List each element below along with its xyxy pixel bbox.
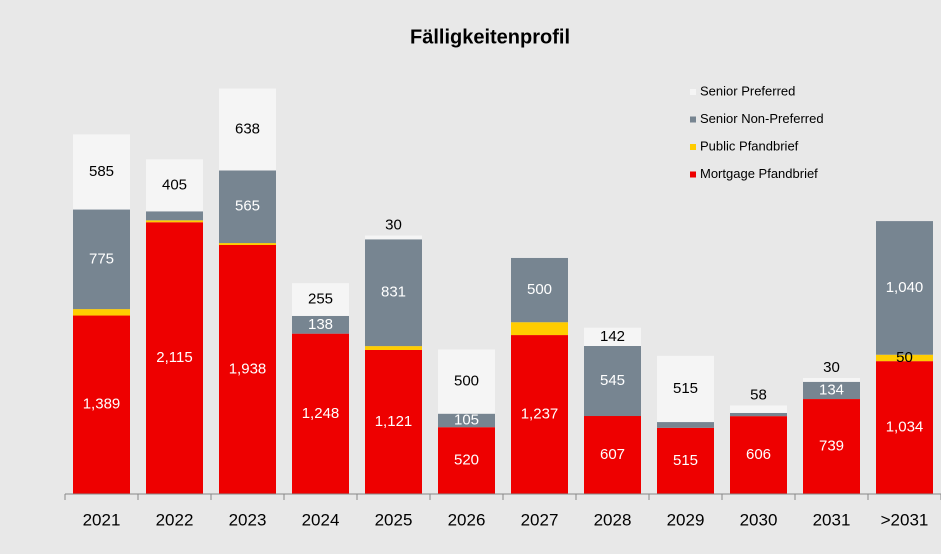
bar-segment [73, 134, 130, 210]
legend-label: Senior Preferred [700, 83, 795, 98]
chart-title: Fälligkeitenprofil [410, 26, 570, 48]
legend-label: Public Pfandbrief [700, 138, 799, 153]
bar-segment [511, 335, 568, 494]
bar-segment [292, 333, 349, 494]
bar-segment [365, 239, 422, 347]
bar-segment [511, 322, 568, 336]
x-tick-label: 2021 [83, 510, 121, 529]
bar-segment [292, 315, 349, 334]
bar-segment [730, 405, 787, 413]
data-label: 134 [819, 381, 844, 398]
x-tick-label: 2026 [448, 510, 486, 529]
bar-segment [730, 412, 787, 417]
data-label: 255 [308, 291, 333, 308]
data-label: 58 [750, 386, 767, 403]
data-label: 585 [89, 163, 114, 180]
x-tick-label: 2023 [229, 510, 267, 529]
x-tick-label: 2027 [521, 510, 559, 529]
bar-segment [146, 222, 203, 494]
data-label: 606 [746, 446, 771, 463]
bar-segment [438, 413, 495, 428]
data-label: 1,121 [375, 413, 413, 430]
x-tick-label: 2031 [813, 510, 851, 529]
legend-label: Mortgage Pfandbrief [700, 166, 818, 181]
x-tick-label: 2030 [740, 510, 778, 529]
bar-segment [876, 361, 933, 494]
bar-segment [803, 399, 860, 494]
bar-segment [219, 244, 276, 494]
data-label: 138 [308, 316, 333, 333]
x-tick-label: 2024 [302, 510, 340, 529]
legend-swatch [690, 89, 696, 95]
bar-segment [219, 170, 276, 244]
x-tick-label: 2028 [594, 510, 632, 529]
bar-segment [657, 422, 714, 428]
data-label: 831 [381, 284, 406, 301]
x-tick-label: 2022 [156, 510, 194, 529]
data-label: 2,115 [156, 349, 192, 366]
x-tick-label: 2025 [375, 510, 413, 529]
data-label: 565 [235, 198, 260, 215]
bar-segment [365, 346, 422, 350]
bar-segment [219, 88, 276, 171]
data-label: 142 [600, 328, 625, 345]
bar-segment [876, 221, 933, 355]
data-label: 775 [89, 250, 114, 267]
bar-segment [657, 355, 714, 423]
data-label: 1,248 [302, 405, 340, 422]
bar-segment [730, 416, 787, 494]
bar-segment [146, 159, 203, 212]
bar-segment [438, 427, 495, 494]
data-label: 50 [896, 349, 913, 366]
data-label: 1,938 [229, 360, 267, 377]
bar-segment [584, 416, 641, 494]
bar-segment [803, 377, 860, 382]
data-label: 30 [823, 359, 840, 376]
data-label: 607 [600, 446, 625, 463]
data-label: 545 [600, 372, 625, 389]
x-tick-label: 2029 [667, 510, 705, 529]
data-label: 739 [819, 437, 844, 454]
bar-segment [73, 209, 130, 310]
data-label: 1,389 [83, 396, 121, 413]
x-tick-label: >2031 [881, 510, 929, 529]
bar-segment [365, 349, 422, 494]
data-label: 105 [454, 411, 479, 428]
bar-segment [584, 327, 641, 346]
bar-segment [73, 315, 130, 494]
bar-segment [511, 257, 568, 323]
data-label: 1,237 [521, 406, 559, 423]
bar-segment [657, 427, 714, 494]
bar-segment [219, 243, 276, 245]
legend-swatch [690, 116, 696, 123]
bar-segment [292, 283, 349, 316]
data-label: 500 [527, 281, 552, 298]
bar-segment [146, 220, 203, 223]
data-label: 500 [454, 373, 479, 390]
data-label: 1,034 [886, 419, 924, 436]
data-label: 515 [673, 380, 698, 397]
legend-swatch [690, 171, 696, 178]
bar-segment [365, 235, 422, 240]
data-label: 30 [385, 216, 402, 233]
data-label: 515 [673, 452, 698, 469]
bar-segment [73, 309, 130, 316]
data-label: 405 [162, 176, 187, 193]
bar-segment [803, 381, 860, 400]
bar-segment [584, 345, 641, 417]
legend-label: Senior Non-Preferred [700, 111, 824, 126]
bar-segment [876, 354, 933, 362]
legend-swatch [690, 144, 696, 150]
data-label: 1,040 [886, 279, 924, 296]
bar-segment [438, 349, 495, 414]
data-label: 520 [454, 452, 479, 469]
data-label: 638 [235, 120, 260, 137]
bar-segment [146, 211, 203, 221]
